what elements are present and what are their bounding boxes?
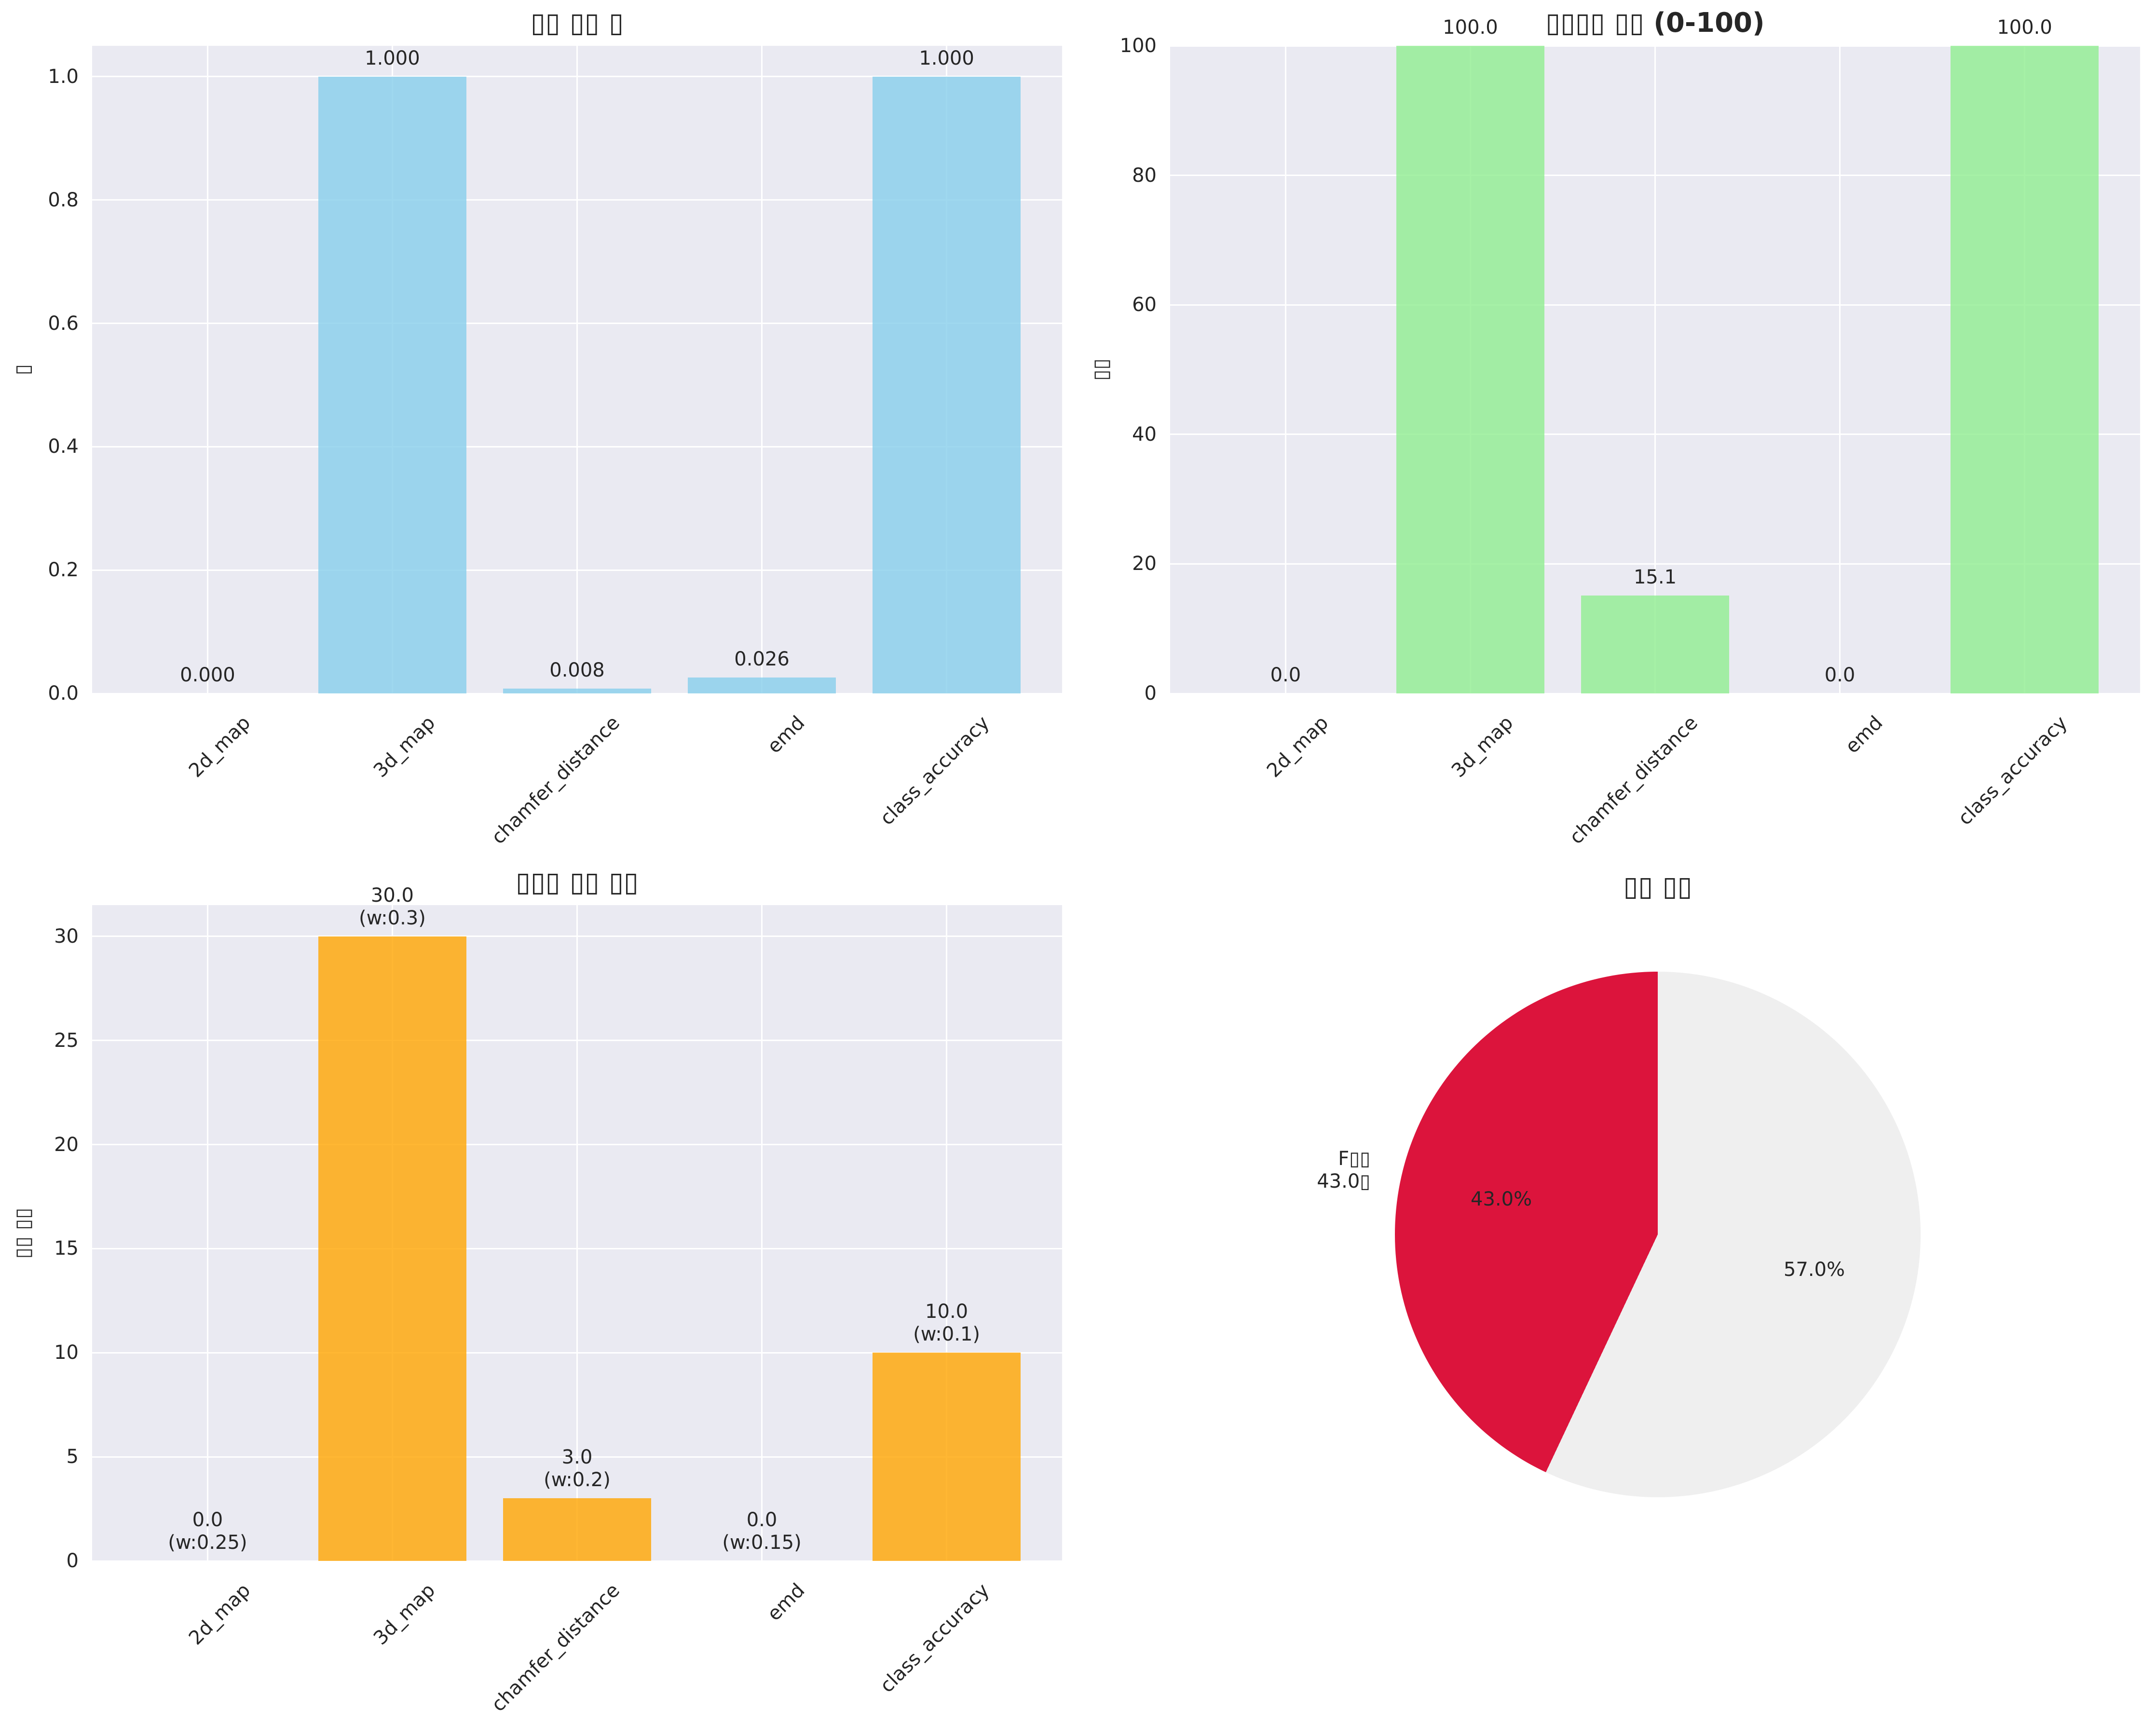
y-tick-label: 0.8 — [48, 189, 79, 211]
bar-value-label: 30.0 (w:0.3) — [359, 884, 426, 929]
y-tick-label: 60 — [1132, 294, 1157, 316]
bar — [1396, 46, 1544, 693]
x-tick-label: 3d_map — [369, 1579, 439, 1650]
x-tick-label: emd — [763, 712, 809, 758]
y-axis-label: ▯▯ ▯▯ — [0, 905, 46, 1561]
x-tick-label: 3d_map — [1447, 712, 1517, 782]
x-tick-label: class_accuracy — [1953, 712, 2072, 830]
bar-value-label: 10.0 (w:0.1) — [913, 1301, 980, 1346]
y-tick-label: 20 — [54, 1133, 79, 1156]
x-tick-label: chamfer_distance — [487, 712, 625, 849]
y-tick-label: 5 — [66, 1446, 79, 1468]
y-tick-label: 40 — [1132, 423, 1157, 446]
x-tick-label: 2d_map — [184, 712, 255, 782]
bar-value-label: 0.0 — [1824, 664, 1856, 686]
y-tick-label: 30 — [54, 925, 79, 948]
grid-line-vertical — [576, 905, 578, 1561]
y-tick-label: 0 — [1144, 682, 1157, 705]
pie-slice-label-line2: 43.0▯ — [1317, 1170, 1371, 1193]
x-tick-label: emd — [763, 1579, 809, 1626]
y-tick-label: 20 — [1132, 553, 1157, 575]
bar-value-label: 0.0 (w:0.25) — [168, 1509, 247, 1554]
chart-title: ▯▯▯▯ ▯▯ (0-100) — [1545, 7, 1765, 39]
bar — [318, 936, 466, 1561]
pie-slice-label-line1: F▯▯ — [1338, 1147, 1371, 1170]
pie-slice-percentage: 57.0% — [1783, 1258, 1845, 1281]
bar-value-label: 0.008 — [549, 659, 605, 681]
subplot-metric-values: ▯▯ ▯▯ ▯ ▯ 0.0 0.2 0.4 0.6 0.8 1.0 0.000 2d_map 1… — [11, 7, 1062, 849]
subplot-weighted-scores: ▯▯▯ ▯▯ ▯▯ ▯▯ ▯▯ 0 5 10 15 20 25 30 0.0 (w:0.25) 2… — [11, 867, 1062, 1716]
bar-value-label: 0.0 — [1270, 664, 1301, 686]
x-tick-label: 2d_map — [1262, 712, 1333, 782]
y-tick-label: 0.2 — [48, 559, 79, 582]
y-tick-label: 25 — [54, 1029, 79, 1052]
bar — [1951, 46, 2099, 693]
subplot-normalized-scores: ▯▯▯▯ ▯▯ (0-100) ▯▯ 0 20 40 60 80 100 0.0 2d_map… — [1089, 7, 2140, 849]
y-tick-label: 80 — [1132, 164, 1157, 187]
chart-title: ▯▯ ▯▯ ▯ — [530, 7, 624, 39]
bar — [503, 688, 651, 693]
x-tick-label: class_accuracy — [875, 1579, 994, 1697]
x-tick-label: chamfer_distance — [1565, 712, 1703, 849]
pie-slice-label: F▯▯ 43.0▯ — [1317, 1148, 1370, 1193]
y-tick-label: 0.0 — [48, 682, 79, 705]
bar — [688, 677, 836, 693]
y-tick-label: 0.4 — [48, 435, 79, 458]
y-tick-label: 0 — [66, 1550, 79, 1572]
pie-chart-title: ▯▯ ▯▯ — [1623, 871, 1692, 902]
bar — [318, 76, 466, 693]
bar-value-label: 1.000 — [919, 47, 974, 69]
grid-line-vertical — [206, 905, 208, 1561]
bar — [1581, 596, 1729, 693]
bar-value-label: 15.1 — [1633, 566, 1677, 589]
grid-line-vertical — [576, 46, 578, 693]
chart-title: ▯▯▯ ▯▯ ▯▯ — [516, 867, 639, 898]
plot-area: 0.0 0.2 0.4 0.6 0.8 1.0 0.000 2d_map 1.000 3d_map… — [48, 46, 1062, 849]
y-tick-label: 0.6 — [48, 312, 79, 335]
grid-line-horizontal — [92, 692, 1062, 694]
bar-value-label: 3.0 (w:0.2) — [544, 1446, 611, 1491]
plot-area: 0 5 10 15 20 25 30 0.0 (w:0.25) 2d_map 30.0 (w:0.3)… — [54, 884, 1062, 1716]
grid-line-vertical — [761, 905, 763, 1561]
grid-line-vertical — [206, 46, 208, 693]
bar — [873, 76, 1021, 693]
x-tick-label: emd — [1841, 712, 1887, 758]
grid-line-horizontal — [92, 1560, 1062, 1562]
grid-line-vertical — [946, 905, 948, 1561]
x-tick-label: 3d_map — [369, 712, 439, 782]
x-tick-label: class_accuracy — [875, 712, 994, 830]
x-tick-label: 2d_map — [184, 1579, 255, 1650]
y-tick-label: 100 — [1119, 35, 1157, 57]
bar-value-label: 0.0 (w:0.15) — [722, 1509, 802, 1554]
bar-value-label: 100.0 — [1997, 16, 2052, 39]
y-tick-label: 15 — [54, 1237, 79, 1260]
grid-line-horizontal — [1170, 692, 2140, 694]
y-axis-label: ▯ — [0, 46, 46, 693]
grid-line-vertical — [1284, 46, 1286, 693]
y-tick-label: 10 — [54, 1342, 79, 1364]
y-axis-label-text: ▯▯ — [1089, 358, 1113, 381]
y-tick-label: 1.0 — [48, 65, 79, 88]
bar-value-label: 1.000 — [365, 47, 420, 69]
y-axis-label: ▯▯ — [1078, 46, 1124, 693]
pie-slice-percentage: 43.0% — [1471, 1188, 1532, 1211]
x-tick-label: chamfer_distance — [487, 1579, 625, 1716]
bar-value-label: 100.0 — [1443, 16, 1498, 39]
y-axis-label-text: ▯▯ ▯▯ — [11, 1207, 35, 1259]
bar — [873, 1353, 1021, 1561]
grid-line-vertical — [761, 46, 763, 693]
grid-line-vertical — [1839, 46, 1841, 693]
y-axis-label-text: ▯ — [11, 364, 35, 376]
bar-value-label: 0.026 — [734, 648, 790, 670]
grid-line-vertical — [1654, 46, 1656, 693]
pie-chart — [1395, 972, 1921, 1497]
bar-value-label: 0.000 — [180, 664, 235, 686]
plot-area: 0 20 40 60 80 100 0.0 2d_map 100.0 3d_map 15.1 cham… — [1120, 16, 2140, 849]
bar — [503, 1498, 651, 1561]
